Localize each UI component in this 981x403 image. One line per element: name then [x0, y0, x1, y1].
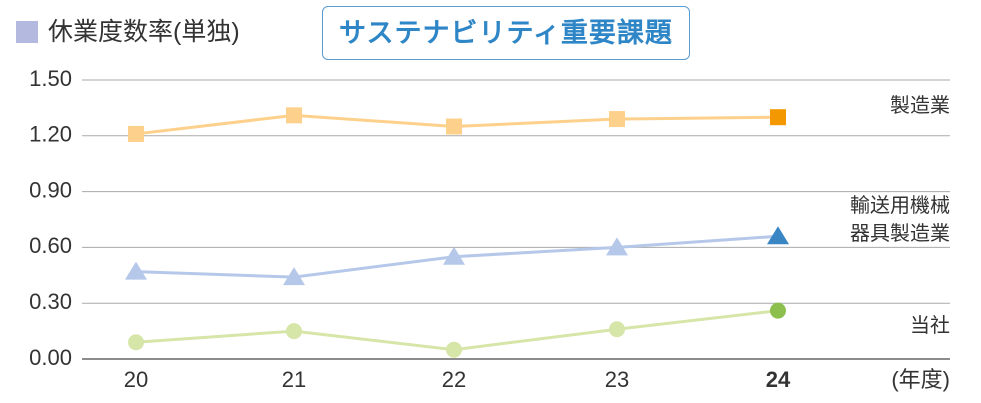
series-label: 輸送用機械器具製造業 [850, 195, 950, 245]
marker [446, 341, 462, 358]
marker [770, 109, 786, 126]
marker [606, 237, 628, 256]
title-marker [16, 21, 38, 43]
x-tick-label: 23 [605, 367, 629, 392]
marker [770, 302, 786, 319]
marker [443, 246, 465, 265]
x-axis-label: (年度) [891, 367, 950, 392]
series-label: 当社 [910, 315, 950, 337]
y-tick-label: 1.50 [29, 66, 72, 91]
y-tick-label: 0.00 [29, 345, 72, 370]
y-tick-label: 0.90 [29, 177, 72, 202]
x-tick-label: 21 [282, 367, 306, 392]
marker [609, 321, 625, 338]
marker [125, 261, 147, 280]
marker [609, 111, 625, 128]
marker [446, 118, 462, 135]
x-tick-label: 22 [442, 367, 466, 392]
marker [286, 323, 302, 340]
y-tick-label: 0.30 [29, 289, 72, 314]
marker [283, 267, 305, 286]
x-tick-label: 20 [124, 367, 148, 392]
y-tick-label: 0.60 [29, 233, 72, 258]
badge: サステナビリティ重要課題 [322, 6, 690, 60]
marker [128, 125, 144, 142]
chart-title: 休業度数率(単独) [48, 18, 240, 46]
marker [286, 107, 302, 124]
x-tick-label: 24 [766, 367, 791, 392]
series-label: 製造業 [890, 95, 950, 117]
marker [767, 226, 789, 245]
marker [128, 334, 144, 351]
y-tick-label: 1.20 [29, 122, 72, 147]
